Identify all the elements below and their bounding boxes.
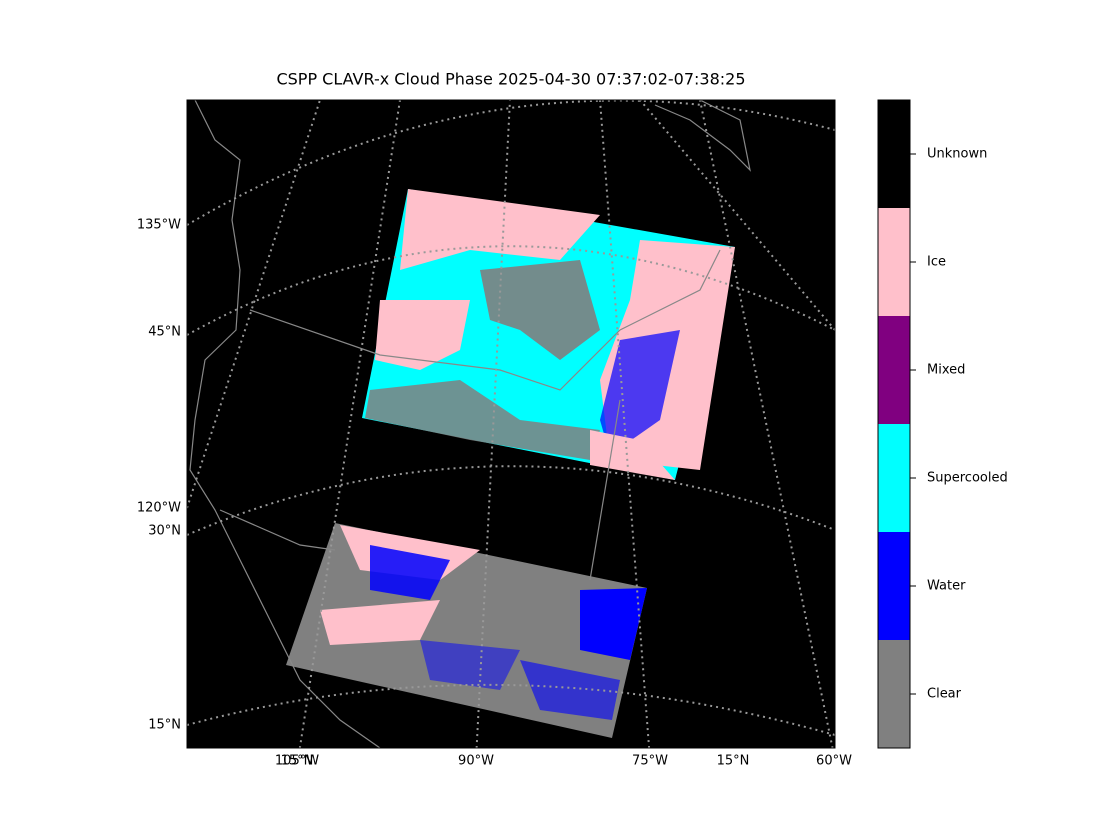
map [187, 100, 835, 748]
left-label: 135°W [137, 218, 181, 233]
colorbar-swatch [878, 316, 910, 424]
colorbar-label: Unknown [927, 147, 987, 162]
left-label: 45°N [148, 325, 181, 340]
bottom-label: 90°W [458, 754, 494, 769]
coastline [654, 100, 751, 172]
swath-north [362, 189, 735, 480]
map-frame [186, 99, 836, 749]
colorbar-swatch [878, 208, 910, 316]
colorbar-label: Supercooled [927, 471, 1008, 486]
title: CSPP CLAVR-x Cloud Phase 2025-04-30 07:3… [276, 70, 745, 89]
colorbar-label: Water [927, 579, 966, 594]
left-label: 30°N [148, 524, 181, 539]
colorbar-frame [877, 99, 911, 749]
colorbar-swatch [878, 640, 910, 748]
colorbar-label: Mixed [927, 363, 965, 378]
border [249, 249, 721, 391]
border [219, 509, 336, 551]
swath-south [286, 523, 647, 738]
coastline [589, 399, 621, 581]
bottom-label: 105°W [275, 754, 319, 769]
colorbar: Unknown Ice Mixed Supercooled Water Clear [877, 99, 1008, 749]
left-label: 15°N [148, 718, 181, 733]
bottom-label: 15°N [717, 754, 750, 769]
bottom-label: 75°W [632, 754, 668, 769]
colorbar-label: Clear [927, 687, 962, 702]
graticule [187, 100, 835, 748]
colorbar-swatch [878, 532, 910, 640]
colorbar-swatch [878, 100, 910, 208]
bottom-label: 15°N [281, 754, 314, 769]
coastline [189, 100, 381, 748]
left-label: 120°W [137, 501, 181, 516]
colorbar-label: Ice [927, 255, 946, 270]
colorbar-swatch [878, 424, 910, 532]
bottom-label: 60°W [816, 754, 852, 769]
